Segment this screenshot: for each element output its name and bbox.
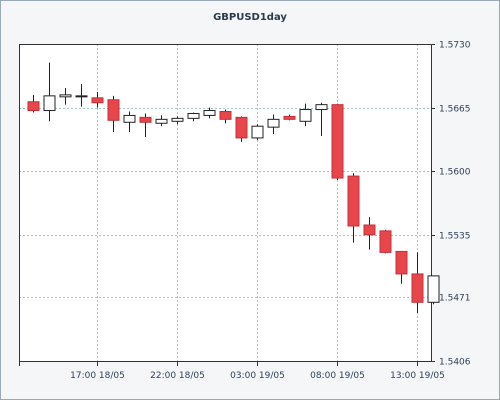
x-tick-label: 22:00 18/05 xyxy=(150,371,205,381)
candle-body-down xyxy=(139,116,152,123)
candle-body-down xyxy=(107,99,120,121)
candle-body-up xyxy=(155,118,168,124)
candle-body-up xyxy=(187,112,200,119)
candle-body-up xyxy=(267,118,280,128)
x-tick-label: 08:00 19/05 xyxy=(310,371,365,381)
candle-body-up xyxy=(123,114,136,123)
plot-area xyxy=(19,44,431,361)
candle-body-down xyxy=(91,97,104,104)
candle-body-up xyxy=(171,117,184,122)
y-tick-label: 1.5665 xyxy=(439,105,471,115)
x-tick-label: 17:00 18/05 xyxy=(70,371,125,381)
x-tick-label: 13:00 19/05 xyxy=(390,371,445,381)
candle-body-down xyxy=(235,116,248,139)
chart-title: GBPUSD1day xyxy=(213,12,287,23)
y-tick-label: 1.5535 xyxy=(439,232,471,242)
candle-body-down xyxy=(283,115,296,120)
candle-body-down xyxy=(219,111,232,120)
plot-border xyxy=(19,44,432,362)
candle-body-down xyxy=(363,224,376,236)
candle-body-up xyxy=(59,94,72,98)
candle-body-down xyxy=(27,101,40,112)
y-tick-label: 1.5471 xyxy=(439,294,471,304)
candle-body-down xyxy=(395,250,408,275)
candle-body-up xyxy=(43,95,56,112)
candle-body-up xyxy=(427,275,440,303)
candle-body-up xyxy=(203,110,216,116)
candle-body-up xyxy=(75,95,88,98)
candle-body-up xyxy=(315,104,328,111)
candle-body-down xyxy=(411,273,424,303)
candle-body-down xyxy=(347,175,360,227)
x-tick-label: 03:00 19/05 xyxy=(230,371,285,381)
y-tick-label: 1.5406 xyxy=(439,358,471,368)
candle-body-down xyxy=(331,104,344,179)
y-tick-label: 1.5600 xyxy=(439,168,471,178)
candle-body-down xyxy=(379,230,392,253)
candle-body-up xyxy=(299,109,312,122)
candle-body-up xyxy=(251,125,264,139)
y-tick-label: 1.5730 xyxy=(439,41,471,51)
